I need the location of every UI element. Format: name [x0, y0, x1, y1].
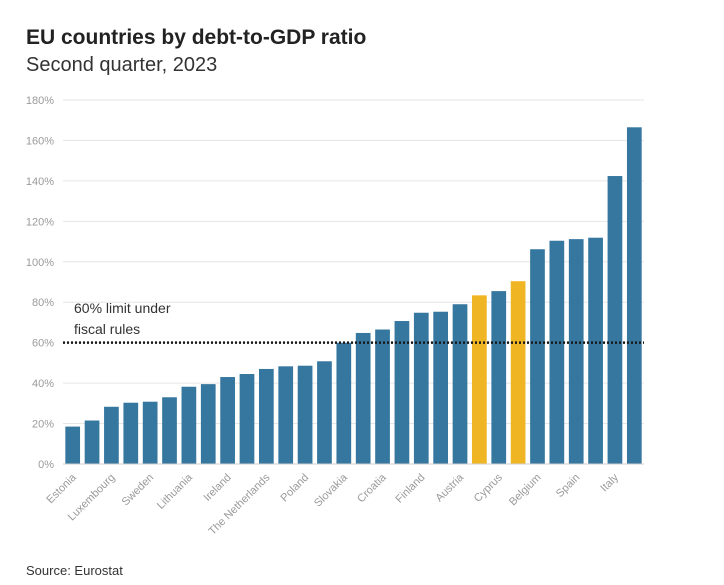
bar — [162, 397, 177, 464]
x-tick-label: Croatia — [355, 471, 389, 505]
bar — [336, 342, 352, 464]
x-tick-label: Lithuania — [155, 471, 196, 512]
x-tick-label: Cyprus — [472, 471, 505, 504]
bar — [588, 237, 603, 464]
bar — [181, 386, 197, 464]
bar — [239, 374, 255, 464]
source-note: Source: Eurostat — [26, 563, 123, 578]
bar — [549, 240, 565, 464]
x-tick-label: Finland — [393, 472, 427, 506]
bar — [278, 366, 294, 464]
y-tick-label: 160% — [26, 135, 54, 147]
x-tick-label: Italy — [598, 471, 621, 494]
bar — [297, 365, 313, 464]
bar — [317, 361, 332, 464]
reference-line-label-line1: 60% limit under — [74, 300, 171, 316]
bar — [142, 401, 158, 464]
bar — [530, 249, 545, 464]
y-tick-label: 0% — [38, 459, 54, 471]
bar — [65, 426, 81, 464]
bar — [375, 329, 390, 464]
bars — [65, 127, 642, 465]
x-tick-label: Sweden — [120, 472, 157, 509]
y-tick-label: 120% — [26, 216, 54, 228]
bar — [355, 332, 371, 464]
bar — [258, 368, 274, 464]
chart-title: EU countries by debt-to-GDP ratio — [26, 26, 367, 49]
bar — [433, 311, 449, 464]
y-tick-label: 140% — [26, 176, 54, 188]
x-tick-label: Poland — [278, 472, 311, 505]
x-tick-label: Austria — [433, 471, 466, 504]
bar — [491, 291, 507, 464]
bar — [413, 312, 429, 464]
bar — [220, 377, 235, 464]
x-tick-label: Estonia — [44, 471, 79, 506]
x-tick-label: Slovakia — [312, 471, 351, 510]
chart-subtitle: Second quarter, 2023 — [26, 54, 218, 76]
bar — [510, 281, 526, 464]
y-axis-tick-labels: 0% 20% 40% 60% 80% 100% 120% 140% 160% 180% — [26, 95, 54, 471]
bar — [607, 176, 623, 464]
bar — [394, 321, 410, 464]
y-tick-label: 20% — [32, 419, 54, 431]
x-tick-label: Spain — [554, 472, 582, 500]
reference-line-label-line2: fiscal rules — [74, 321, 140, 337]
bar — [452, 304, 468, 464]
y-tick-label: 40% — [32, 378, 54, 390]
bar — [123, 402, 139, 464]
y-tick-label: 100% — [26, 257, 54, 269]
x-tick-label: Belgium — [507, 472, 544, 509]
y-tick-label: 80% — [32, 297, 54, 309]
bar — [626, 127, 642, 465]
bar — [568, 239, 584, 464]
bar — [200, 384, 216, 464]
bar — [104, 406, 119, 464]
x-tick-label: Ireland — [201, 472, 233, 504]
bar — [84, 420, 100, 464]
bar — [472, 295, 487, 464]
y-tick-label: 60% — [32, 338, 54, 350]
y-tick-label: 180% — [26, 95, 54, 107]
